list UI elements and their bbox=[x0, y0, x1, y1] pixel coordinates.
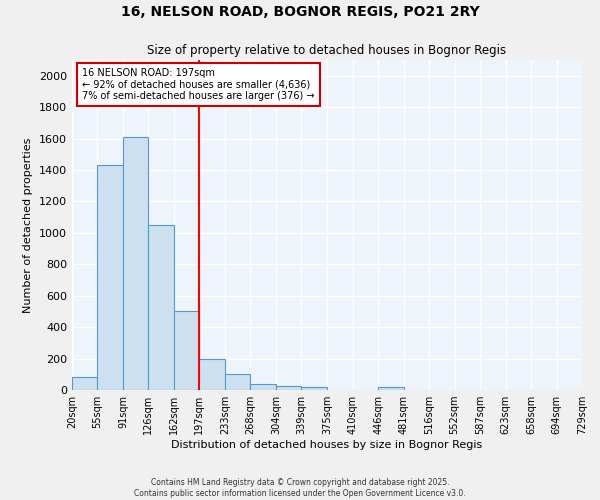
Text: 16, NELSON ROAD, BOGNOR REGIS, PO21 2RY: 16, NELSON ROAD, BOGNOR REGIS, PO21 2RY bbox=[121, 5, 479, 19]
X-axis label: Distribution of detached houses by size in Bognor Regis: Distribution of detached houses by size … bbox=[172, 440, 482, 450]
Bar bbox=[225, 374, 250, 390]
Bar bbox=[250, 384, 276, 390]
Bar bbox=[276, 386, 301, 390]
Bar bbox=[301, 387, 328, 390]
Bar bbox=[379, 387, 404, 390]
Bar bbox=[72, 378, 97, 390]
Bar bbox=[123, 137, 148, 390]
Bar bbox=[174, 312, 199, 390]
Text: 16 NELSON ROAD: 197sqm
← 92% of detached houses are smaller (4,636)
7% of semi-d: 16 NELSON ROAD: 197sqm ← 92% of detached… bbox=[82, 68, 314, 102]
Bar bbox=[148, 225, 174, 390]
Bar bbox=[199, 358, 225, 390]
Bar bbox=[97, 166, 123, 390]
Y-axis label: Number of detached properties: Number of detached properties bbox=[23, 138, 34, 312]
Title: Size of property relative to detached houses in Bognor Regis: Size of property relative to detached ho… bbox=[148, 44, 506, 58]
Text: Contains HM Land Registry data © Crown copyright and database right 2025.
Contai: Contains HM Land Registry data © Crown c… bbox=[134, 478, 466, 498]
